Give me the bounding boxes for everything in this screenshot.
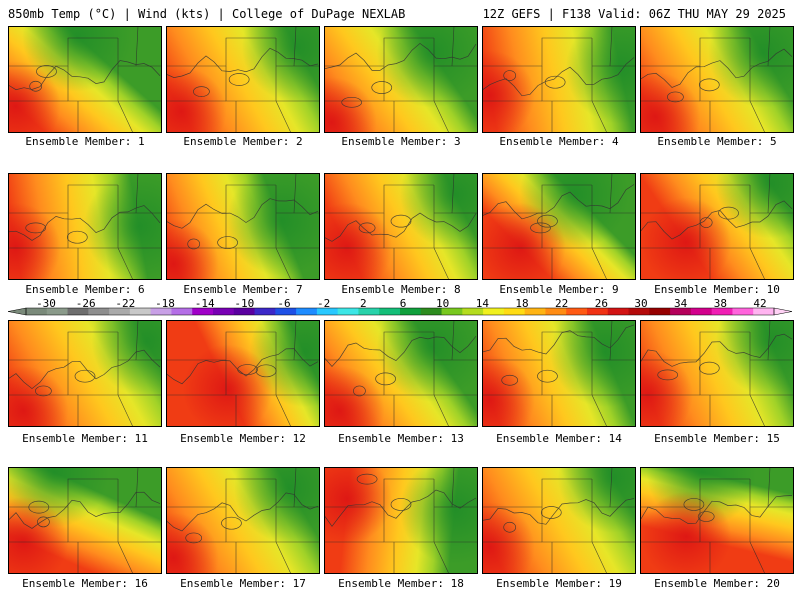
- colorbar-tick-label: 34: [674, 297, 688, 310]
- colorbar-swatch: [566, 308, 588, 315]
- colorbar-tick-label: 6: [399, 297, 407, 310]
- colorbar-swatch: [483, 308, 505, 315]
- member-label: Ensemble Member: 17: [180, 577, 306, 590]
- member-map: [166, 320, 320, 427]
- member-label: Ensemble Member: 18: [338, 577, 464, 590]
- colorbar-swatch: [233, 308, 256, 315]
- member-label: Ensemble Member: 10: [654, 283, 780, 296]
- colorbar-swatch: [400, 308, 422, 315]
- member-label: Ensemble Member: 11: [22, 432, 148, 445]
- member-map: [482, 26, 636, 133]
- member-map: [324, 173, 478, 280]
- colorbar-tick-label: -14: [194, 297, 215, 310]
- member-map: [166, 26, 320, 133]
- colorbar-tick-label: -6: [277, 297, 291, 310]
- member-map: [166, 173, 320, 280]
- member-map: [324, 467, 478, 574]
- colorbar-swatch: [441, 308, 463, 315]
- colorbar-tick-label: -22: [115, 297, 136, 310]
- member-map: [8, 320, 162, 427]
- member-map: [482, 173, 636, 280]
- member-label: Ensemble Member: 2: [183, 135, 303, 148]
- member-label: Ensemble Member: 1: [25, 135, 145, 148]
- colorbar-tick-label: 2: [360, 297, 367, 310]
- colorbar-swatch: [462, 308, 484, 315]
- colorbar-swatch: [109, 308, 131, 315]
- colorbar-swatch: [26, 308, 48, 315]
- colorbar-tick-label: 22: [555, 297, 569, 310]
- colorbar-swatch: [628, 308, 650, 315]
- colorbar-swatch: [358, 308, 380, 315]
- member-label: Ensemble Member: 4: [499, 135, 619, 148]
- colorbar-swatch: [337, 308, 359, 315]
- member-label: Ensemble Member: 19: [496, 577, 622, 590]
- colorbar-swatch: [524, 308, 546, 315]
- colorbar-swatch: [607, 308, 630, 315]
- member-map: [640, 26, 794, 133]
- member-map: [8, 173, 162, 280]
- colorbar-swatch: [503, 308, 526, 315]
- colorbar-tick-label: -26: [75, 297, 96, 310]
- member-map: [8, 467, 162, 574]
- member-map: [640, 173, 794, 280]
- colorbar-tick-label: -2: [317, 297, 331, 310]
- colorbar-swatch: [316, 308, 339, 315]
- member-map: [8, 26, 162, 133]
- member-label: Ensemble Member: 16: [22, 577, 148, 590]
- colorbar-swatch: [649, 308, 671, 315]
- header-valid-time: 12Z GEFS | F138 Valid: 06Z THU MAY 29 20…: [482, 7, 786, 21]
- colorbar-swatch: [129, 308, 152, 315]
- member-label: Ensemble Member: 15: [654, 432, 780, 445]
- colorbar-swatch: [420, 308, 443, 315]
- temperature-colorbar: [8, 307, 792, 316]
- colorbar-swatch: [46, 308, 69, 315]
- colorbar-swatch: [379, 308, 401, 315]
- colorbar-tick-label: -30: [36, 297, 56, 310]
- colorbar-swatch: [732, 308, 754, 315]
- colorbar-tick-label: 14: [475, 297, 489, 310]
- member-map: [324, 320, 478, 427]
- member-label: Ensemble Member: 7: [183, 283, 303, 296]
- member-map: [640, 320, 794, 427]
- colorbar-tick-label: -10: [234, 297, 255, 310]
- colorbar-swatch: [88, 308, 110, 315]
- member-label: Ensemble Member: 5: [657, 135, 777, 148]
- colorbar-swatch: [254, 308, 276, 315]
- colorbar-swatch: [545, 308, 567, 315]
- colorbar-swatch: [67, 308, 89, 315]
- member-map: [640, 467, 794, 574]
- colorbar-swatch: [753, 308, 775, 315]
- member-label: Ensemble Member: 20: [654, 577, 780, 590]
- member-map: [482, 467, 636, 574]
- colorbar-tick-label: 10: [436, 297, 450, 310]
- colorbar-tick-label: -18: [155, 297, 175, 310]
- colorbar-tick-label: 30: [634, 297, 648, 310]
- colorbar-swatch: [213, 308, 235, 315]
- member-map: [324, 26, 478, 133]
- member-label: Ensemble Member: 14: [496, 432, 622, 445]
- member-label: Ensemble Member: 12: [180, 432, 306, 445]
- member-label: Ensemble Member: 3: [341, 135, 461, 148]
- colorbar-swatch: [171, 308, 193, 315]
- colorbar-tick-label: 26: [594, 297, 608, 310]
- colorbar-tick-label: 38: [713, 297, 727, 310]
- member-map: [482, 320, 636, 427]
- header-title: 850mb Temp (°C) | Wind (kts) | College o…: [8, 7, 406, 21]
- colorbar-swatch: [192, 308, 214, 315]
- colorbar-swatch: [670, 308, 692, 315]
- colorbar-swatch: [275, 308, 297, 315]
- member-map: [166, 467, 320, 574]
- member-label: Ensemble Member: 9: [499, 283, 619, 296]
- colorbar-swatch: [587, 308, 609, 315]
- member-label: Ensemble Member: 13: [338, 432, 464, 445]
- colorbar-tick-label: 42: [753, 297, 767, 310]
- colorbar-swatch: [711, 308, 733, 315]
- member-label: Ensemble Member: 6: [25, 283, 145, 296]
- member-label: Ensemble Member: 8: [341, 283, 461, 296]
- colorbar-swatch: [690, 308, 713, 315]
- colorbar-swatch: [150, 308, 172, 315]
- colorbar-swatch: [296, 308, 318, 315]
- colorbar-tick-label: 18: [515, 297, 529, 310]
